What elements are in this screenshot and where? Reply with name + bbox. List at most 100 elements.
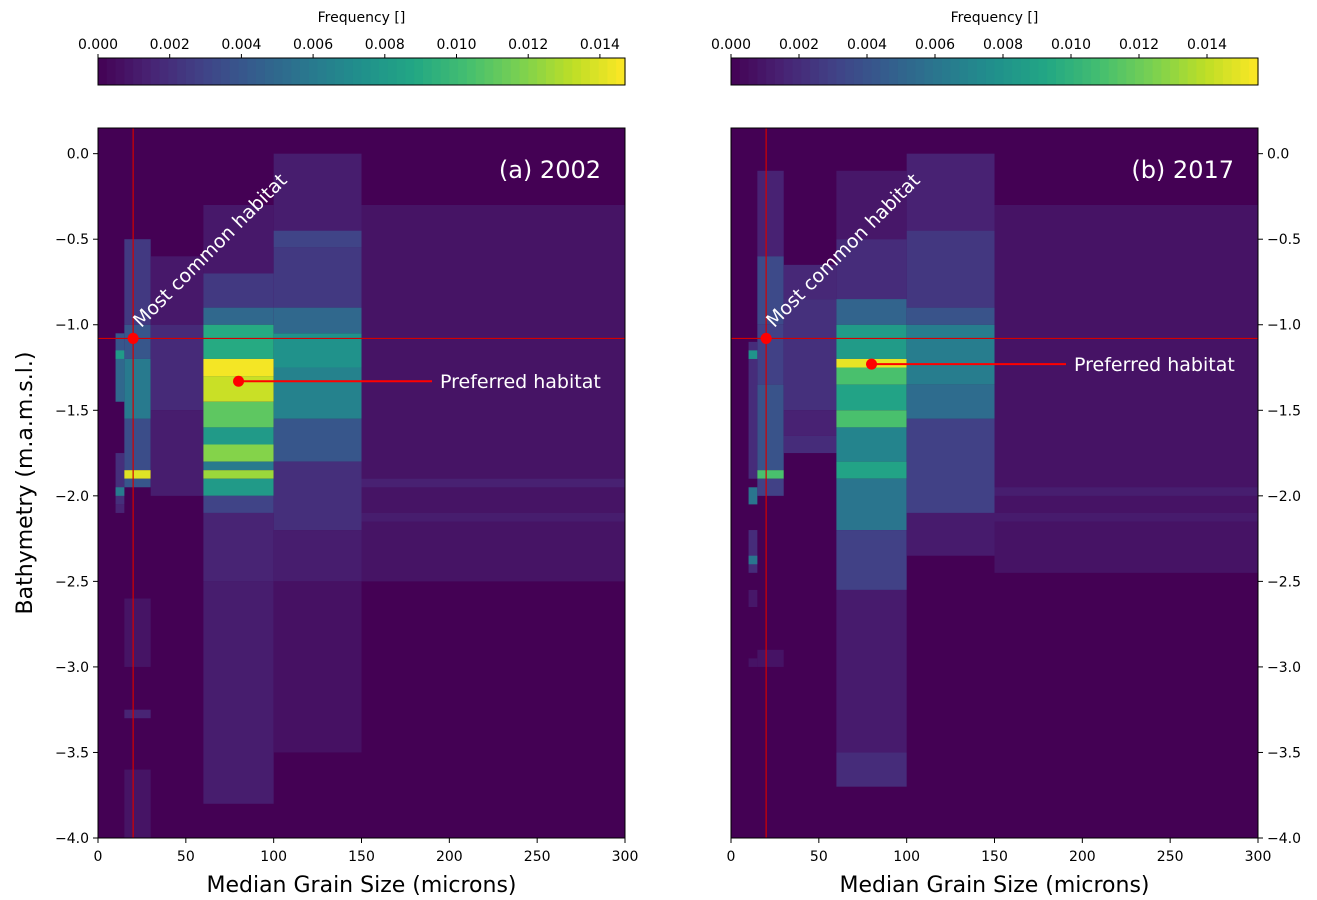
colorbar-segment: [1240, 58, 1250, 85]
heatmap-cell: [203, 461, 274, 471]
colorbar-segment: [352, 58, 363, 85]
colorbar-segment: [396, 58, 407, 85]
heatmap-cell: [906, 418, 995, 513]
heatmap-cell: [203, 273, 274, 308]
heatmap-cell: [150, 256, 204, 325]
colorbar-segment: [150, 58, 161, 85]
colorbar-segment: [466, 58, 477, 85]
heatmap-cell: [748, 555, 758, 565]
y-tick-label: −3.0: [1267, 660, 1301, 676]
colorbar-segment: [229, 58, 240, 85]
colorbar-tick-label: 0.012: [1119, 37, 1159, 53]
x-tick-label: 200: [436, 849, 463, 865]
colorbar-segment: [924, 58, 934, 85]
heatmap-cell: [361, 512, 625, 522]
colorbar-segment: [801, 58, 811, 85]
x-axis-label: Median Grain Size (microns): [839, 873, 1149, 898]
heatmap-cell: [906, 153, 995, 231]
y-tick-label: 0.0: [67, 147, 89, 163]
colorbar-segment: [387, 58, 398, 85]
heatmap-cell: [273, 247, 362, 308]
heatmap-cell: [124, 478, 151, 488]
heatmap-cell: [203, 512, 274, 582]
colorbar-segment: [124, 58, 134, 85]
heatmap-cell: [836, 324, 907, 359]
colorbar-segment: [1047, 58, 1057, 85]
colorbar-segment: [308, 58, 319, 85]
heatmap-cell: [203, 478, 274, 496]
x-tick-label: 300: [612, 849, 639, 865]
colorbar-segment: [510, 58, 521, 85]
heatmap-cell: [115, 350, 125, 359]
heatmap-cell: [273, 581, 362, 753]
colorbar-segment: [326, 58, 336, 85]
colorbar-segment: [1170, 58, 1180, 85]
heatmap-cell: [273, 461, 362, 531]
x-axis-label: Median Grain Size (microns): [206, 873, 516, 898]
heatmap-cell: [836, 367, 907, 385]
heatmap-cell: [836, 752, 907, 787]
colorbar-segment: [370, 58, 380, 85]
heatmap-cell: [124, 470, 151, 479]
colorbar-segment: [414, 58, 424, 85]
colorbar-segment: [950, 58, 960, 85]
heatmap-cell: [783, 410, 837, 436]
colorbar-segment: [1214, 58, 1224, 85]
x-tick-label: 50: [810, 849, 828, 865]
colorbar-tick-label: 0.004: [221, 37, 261, 53]
heatmap-cell: [203, 204, 274, 274]
colorbar-segment: [1055, 58, 1066, 85]
colorbar-segment: [598, 58, 609, 85]
heatmap-cell: [836, 410, 907, 428]
heatmap-cell: [203, 427, 274, 445]
colorbar-segment: [220, 58, 231, 85]
colorbar-tick-label: 0.006: [293, 37, 333, 53]
colorbar-segment: [739, 58, 750, 85]
heatmap-cell: [906, 307, 995, 325]
colorbar-segment: [264, 58, 275, 85]
x-tick-label: 250: [1157, 849, 1184, 865]
colorbar-segment: [810, 58, 820, 85]
heatmap-cell: [836, 427, 907, 462]
heatmap-cell: [836, 530, 907, 590]
heatmap-cell: [115, 358, 125, 402]
colorbar-tick-label: 0.000: [78, 37, 118, 53]
colorbar-segment: [1143, 58, 1154, 85]
colorbar-segment: [783, 58, 794, 85]
heatmap-cell: [273, 307, 362, 334]
colorbar-segment: [871, 58, 881, 85]
heatmap-cell: [361, 478, 625, 488]
x-tick-label: 100: [260, 849, 287, 865]
colorbar-segment: [317, 58, 327, 85]
colorbar-segment: [159, 58, 169, 85]
colorbar-segment: [572, 58, 582, 85]
heatmap-cell: [748, 487, 758, 505]
y-tick-label: −0.5: [55, 232, 89, 248]
preferred-marker: [866, 358, 878, 370]
heatmap-cell: [906, 324, 995, 385]
colorbar-segment: [906, 58, 917, 85]
heatmap-cell: [906, 512, 995, 556]
heatmap-cell: [203, 307, 274, 325]
colorbar-segment: [1178, 58, 1189, 85]
colorbar-label: Frequency []: [951, 10, 1039, 26]
colorbar-segment: [141, 58, 152, 85]
colorbar-segment: [343, 58, 354, 85]
y-tick-label: 0.0: [1267, 147, 1289, 163]
colorbar-segment: [528, 58, 538, 85]
colorbar-segment: [827, 58, 837, 85]
y-tick-label: −0.5: [1267, 232, 1301, 248]
heatmap-cell: [994, 512, 1258, 522]
colorbar-segment: [1082, 58, 1092, 85]
colorbar-segment: [1249, 58, 1259, 85]
colorbar-segment: [818, 58, 829, 85]
colorbar-segment: [1231, 58, 1242, 85]
colorbar-tick-label: 0.004: [847, 37, 887, 53]
panel-label: (a) 2002: [499, 156, 601, 184]
colorbar-segment: [484, 58, 494, 85]
heatmap-cell: [124, 358, 151, 419]
colorbar-segment: [976, 58, 987, 85]
colorbar-segment: [431, 58, 442, 85]
